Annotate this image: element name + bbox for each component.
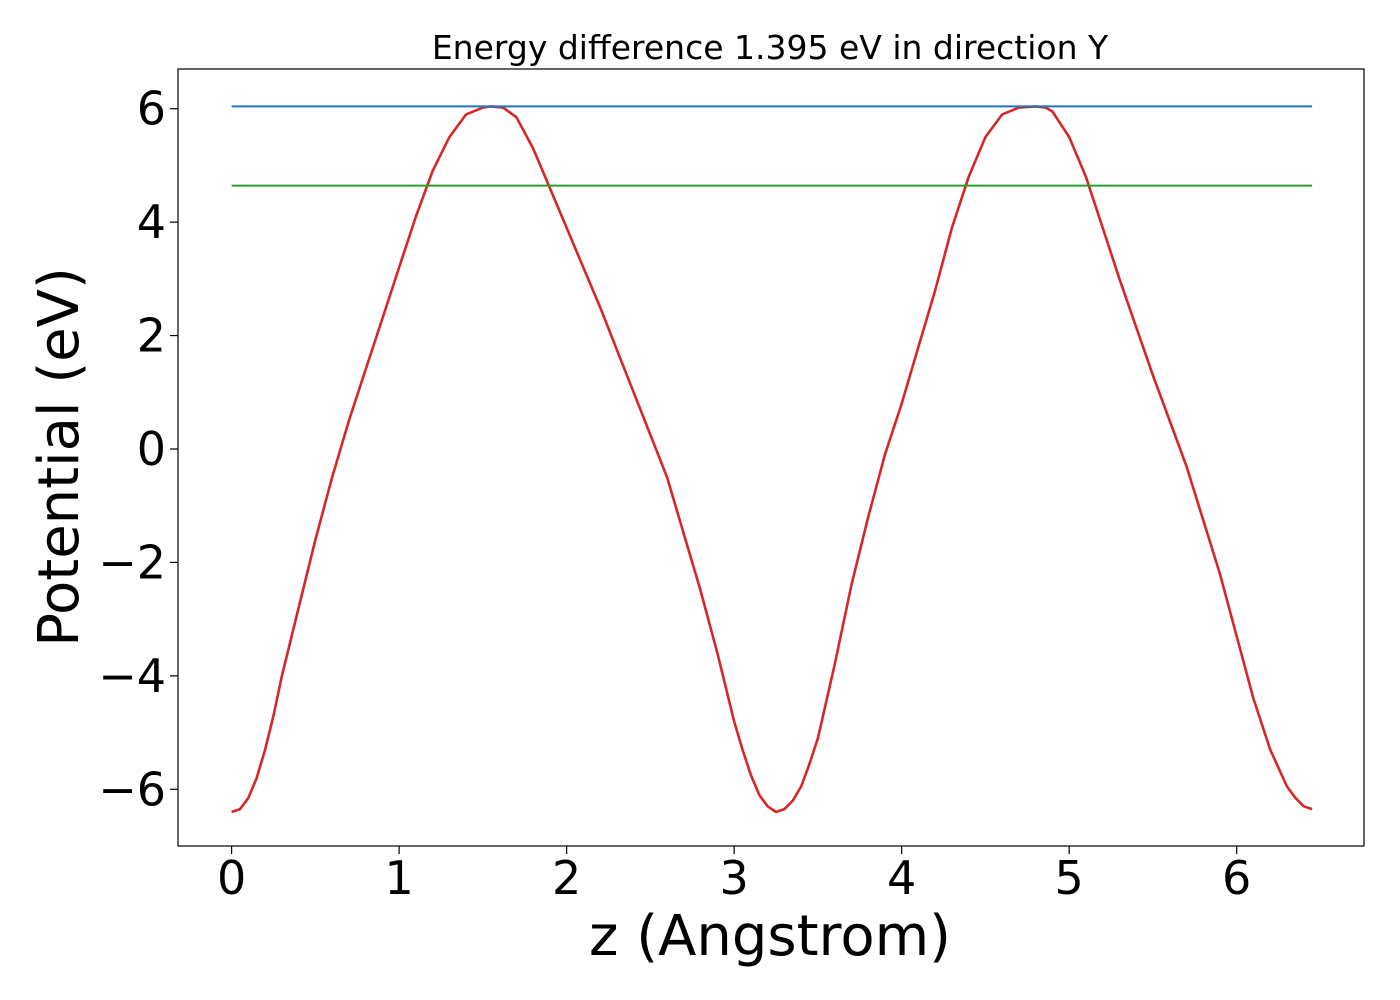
y-tick-label: 4 (137, 195, 166, 249)
y-tick-label: 2 (137, 309, 166, 363)
x-tick-label: 6 (1222, 851, 1251, 905)
chart-title: Energy difference 1.395 eV in direction … (432, 28, 1109, 67)
y-tick-label: 0 (137, 422, 166, 476)
series-layer (231, 105, 1313, 814)
x-tick-label: 0 (217, 851, 246, 905)
y-tick-label: −6 (98, 762, 166, 816)
series-line-potential (231, 105, 1313, 814)
y-axis-label: Potential (eV) (27, 267, 92, 647)
y-tick-label: −2 (98, 535, 166, 589)
y-axis-ticks: −6 −4 −2 0 2 4 6 (98, 82, 178, 816)
x-axis-label: z (Angstrom) (589, 904, 951, 969)
x-tick-label: 4 (887, 851, 916, 905)
x-tick-label: 2 (552, 851, 581, 905)
plot-area-frame (177, 68, 1365, 847)
x-axis-ticks: 0 1 2 3 4 5 6 (217, 846, 1251, 905)
x-tick-label: 1 (384, 851, 413, 905)
x-tick-label: 5 (1055, 851, 1084, 905)
x-tick-label: 3 (720, 851, 749, 905)
y-tick-label: −4 (98, 649, 166, 703)
y-tick-label: 6 (137, 82, 166, 136)
